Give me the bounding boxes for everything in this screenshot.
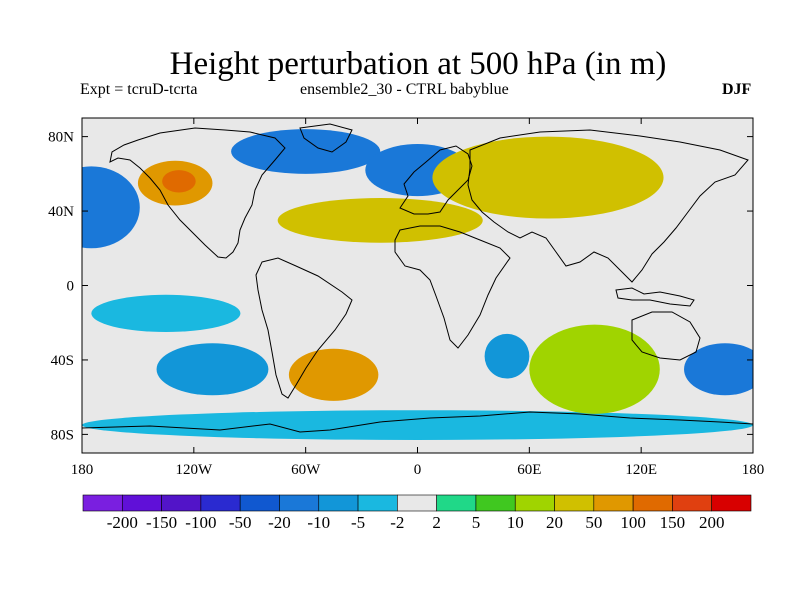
field-western-canada-high-core	[162, 170, 196, 193]
colorbar-label: 10	[507, 513, 524, 532]
lat-tick-label: 40S	[51, 353, 74, 369]
colorbar-swatch	[397, 494, 437, 512]
ensemble-label: ensemble2_30 - CTRL babyblue	[300, 81, 509, 98]
colorbar: -200 -150 -100 -50 -20 -10 -5 -2 2 5 10 20 50 100 150 2…	[82, 494, 752, 532]
coastline-africa	[394, 225, 511, 349]
colorbar-label: 100	[620, 513, 646, 532]
coastline-asia	[467, 129, 749, 283]
lat-tick-label: 80N	[48, 130, 74, 146]
colorbar-swatch	[672, 494, 713, 512]
field-south-pacific-low	[156, 343, 269, 396]
colorbar-swatch	[121, 494, 162, 512]
field-southwest-pacific-low	[684, 343, 753, 396]
field-antarctic-ring	[82, 410, 753, 440]
colorbar-label: -5	[351, 513, 365, 532]
colorbar-swatch	[554, 494, 595, 512]
colorbar-label: 2	[432, 513, 441, 532]
colorbar-swatch	[593, 494, 634, 512]
colorbar-label: -2	[390, 513, 404, 532]
colorbar-swatch	[161, 494, 202, 512]
experiment-label: Expt = tcruD-tcrta	[80, 81, 198, 98]
field-indian-ocean-high	[529, 324, 660, 414]
colorbar-swatch	[279, 494, 320, 512]
field-south-indian-low	[484, 333, 530, 379]
field-atlantic-ridge	[277, 198, 483, 243]
lon-tick-label: 60W	[291, 462, 321, 478]
lat-tick-label: 80S	[51, 427, 74, 443]
lon-tick-label: 120W	[175, 462, 213, 478]
colorbar-swatch	[318, 494, 359, 512]
lat-tick-label: 40N	[48, 204, 74, 220]
colorbar-swatch	[711, 494, 752, 512]
field-south-atlantic-high	[288, 348, 379, 401]
coastline-antarctica	[82, 411, 753, 433]
coastline-greenland	[299, 123, 353, 153]
colorbar-swatch	[436, 494, 477, 512]
lon-tick-label: 120E	[625, 462, 657, 478]
colorbar-swatch	[514, 494, 555, 512]
coastline-south-america	[255, 257, 353, 399]
field-eurasian-high	[432, 136, 664, 219]
colorbar-label: -200	[107, 513, 138, 532]
coastline-australia	[631, 311, 701, 361]
colorbar-label: -50	[229, 513, 252, 532]
colorbar-swatch	[475, 494, 516, 512]
colorbar-swatch	[82, 494, 123, 512]
lon-tick-label: 180	[742, 462, 765, 478]
coastline-maritime-continent	[615, 287, 695, 307]
field-north-pacific-low	[82, 166, 140, 249]
field-tropical-pacific-low	[91, 294, 241, 333]
axis-ticks: 80N 40N 0 40S 80S 180 120W 60W 0 60E 120E 180	[48, 118, 764, 478]
height-field	[82, 118, 753, 453]
lon-tick-label: 180	[71, 462, 94, 478]
colorbar-label: 50	[585, 513, 602, 532]
plot-title: Height perturbation at 500 hPa (in m)	[169, 46, 667, 82]
lon-tick-label: 60E	[517, 462, 541, 478]
field-arctic-low	[231, 129, 381, 174]
colorbar-label: 20	[546, 513, 563, 532]
lat-tick-label: 0	[67, 279, 75, 295]
colorbar-swatch	[239, 494, 280, 512]
season-label: DJF	[722, 81, 752, 98]
colorbar-label: 5	[472, 513, 481, 532]
colorbar-swatch	[632, 494, 673, 512]
coastlines	[82, 123, 753, 433]
colorbar-label: 150	[660, 513, 686, 532]
colorbar-label: -10	[307, 513, 330, 532]
colorbar-label: -100	[185, 513, 216, 532]
colorbar-label: 200	[699, 513, 725, 532]
colorbar-label: -20	[268, 513, 291, 532]
colorbar-swatch	[357, 494, 398, 512]
lon-tick-label: 0	[414, 462, 422, 478]
colorbar-label: -150	[146, 513, 177, 532]
coastline-north-america	[109, 127, 286, 259]
colorbar-swatch	[200, 494, 241, 512]
